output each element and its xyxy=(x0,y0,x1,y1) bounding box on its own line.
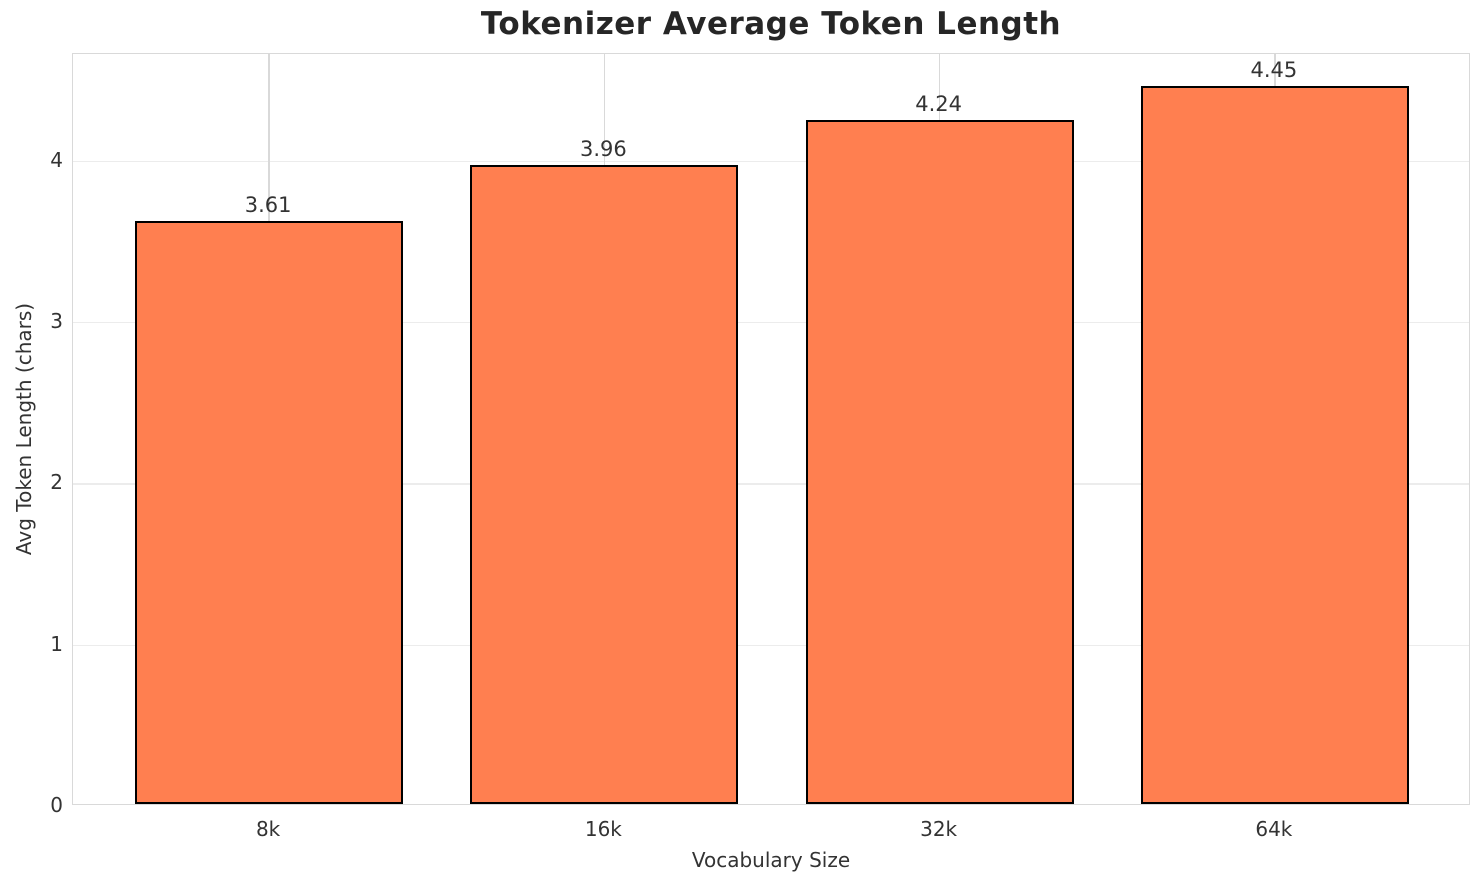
bar-16k xyxy=(470,164,739,804)
y-tick-label: 4 xyxy=(50,147,63,172)
horizontal-gridline xyxy=(73,644,1469,647)
y-tick-label: 0 xyxy=(50,793,63,817)
y-axis-label: Avg Token Length (chars) xyxy=(12,302,36,556)
x-axis-label: Vocabulary Size xyxy=(691,848,851,872)
y-tick-label: 2 xyxy=(50,470,63,495)
bar-value-label: 3.96 xyxy=(579,136,627,161)
horizontal-gridline xyxy=(73,321,1469,324)
x-tick-label: 16k xyxy=(584,817,622,841)
plot-area xyxy=(72,53,1470,805)
bar-value-label: 4.45 xyxy=(1250,57,1298,82)
chart-title: Tokenizer Average Token Length xyxy=(480,6,1062,42)
bar-64k xyxy=(1140,85,1409,804)
y-tick-label: 1 xyxy=(50,631,63,656)
bar-32k xyxy=(805,119,1074,804)
bar-value-label: 3.61 xyxy=(244,193,292,218)
x-tick-label: 64k xyxy=(1255,817,1293,841)
horizontal-gridline xyxy=(73,160,1469,162)
bar-8k xyxy=(135,221,404,804)
bar-value-label: 4.24 xyxy=(915,91,963,116)
x-tick-label: 8k xyxy=(255,817,281,841)
x-tick-label: 32k xyxy=(920,817,958,841)
y-tick-label: 3 xyxy=(50,308,63,333)
horizontal-gridline xyxy=(73,483,1469,485)
